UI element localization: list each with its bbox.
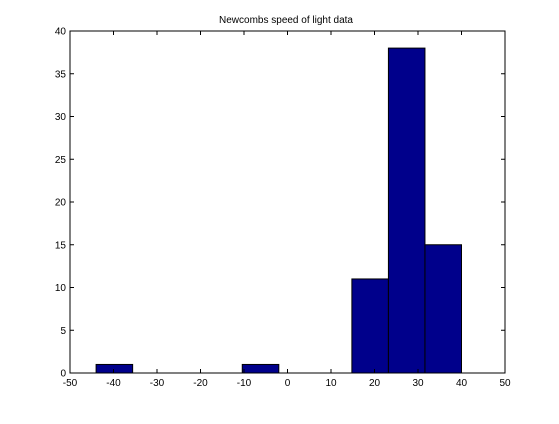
plot-frame [69,30,506,374]
x-tick-label: -20 [193,378,208,389]
x-tick-label: 30 [412,378,424,389]
y-tick-label: 0 [60,369,66,380]
histogram-bar-9 [424,244,462,374]
x-tick-label: 50 [499,378,511,389]
histogram-bar-7 [351,278,389,374]
y-tick-label: 30 [55,112,67,123]
y-tick-label: 25 [55,155,67,166]
x-tick-label: 20 [369,378,381,389]
y-tick-label: 15 [55,240,67,251]
chart-title: Newcombs speed of light data [219,15,353,26]
histogram-bar-8 [387,47,426,374]
histogram-bar-0 [95,363,134,374]
y-tick-label: 40 [55,27,67,38]
x-tick-label: -40 [106,378,121,389]
ticks-layer: -50 -40 -30 -20 -10 0 10 20 30 40 50 0 5 10 15 20 25 30 35… [55,27,511,390]
x-tick-label: -50 [63,378,78,389]
y-tick-label: 20 [55,198,67,209]
x-tick-label: 40 [456,378,468,389]
x-tick-label: -30 [150,378,165,389]
x-tick-label: 0 [285,378,291,389]
y-tick-label: 35 [55,69,67,80]
x-tick-label: 10 [325,378,337,389]
bars-layer [95,47,462,374]
y-tick-label: 5 [60,326,66,337]
histogram-bar-4 [241,363,280,374]
y-tick-label: 10 [55,283,67,294]
x-tick-label: -10 [237,378,252,389]
